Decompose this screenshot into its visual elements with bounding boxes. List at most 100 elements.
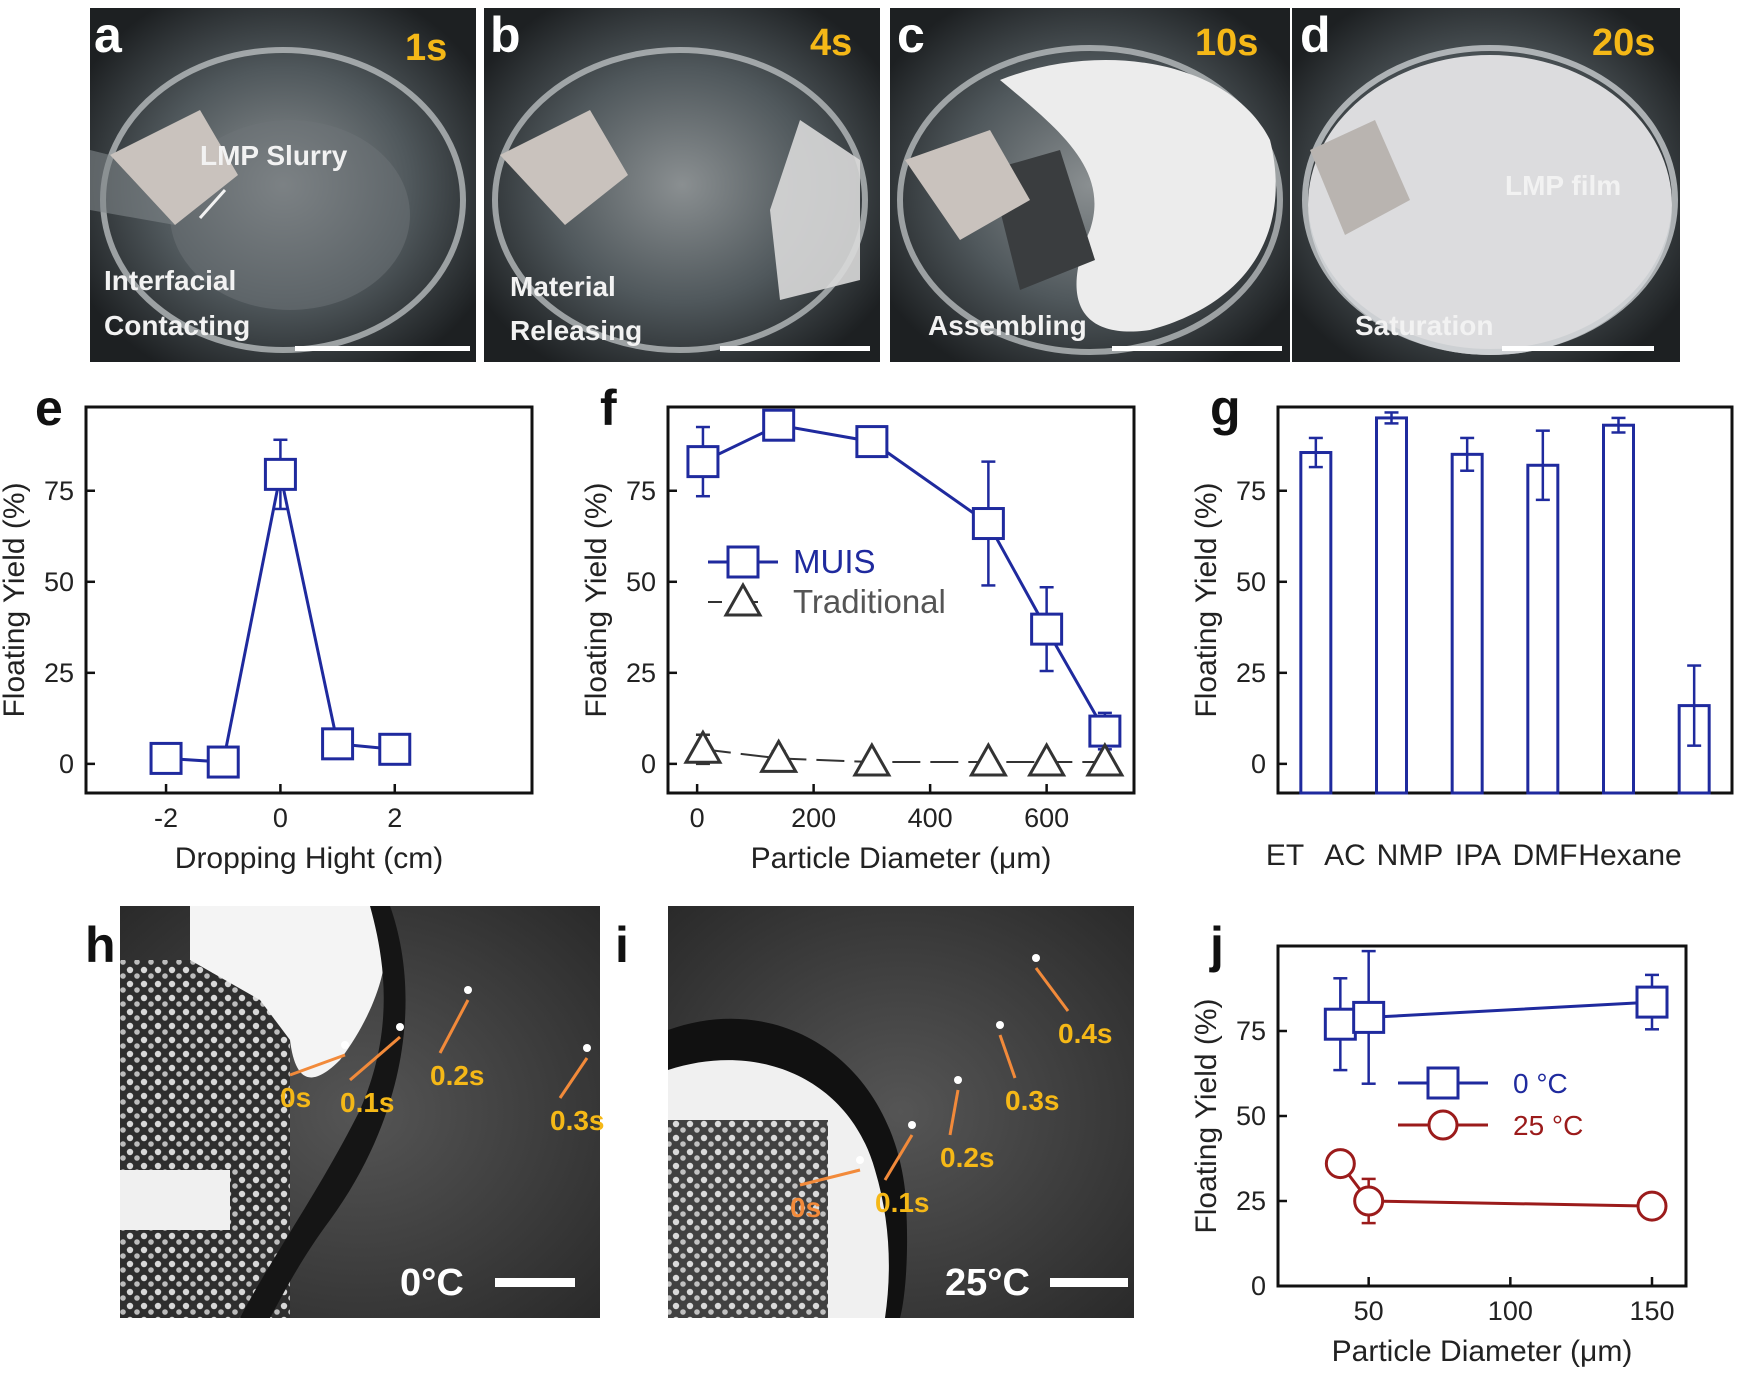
legend-label: MUIS [793, 543, 876, 580]
y-axis-label: Floating Yield (%) [1190, 482, 1223, 717]
chart-g: g 0 25 50 75 Floating Yield (%) ET AC NMP IPA DMF… [1190, 380, 1734, 872]
data-point [759, 738, 799, 773]
time-label: 0.2s [940, 1142, 995, 1173]
category-label: AC [1324, 839, 1366, 872]
y-tick-label: 50 [1236, 1101, 1266, 1131]
bar [1602, 423, 1635, 795]
scale-bar [720, 346, 870, 351]
particle-spot [464, 986, 472, 994]
photo-label: Contacting [104, 310, 250, 341]
particle-spot [908, 1121, 916, 1129]
x-tick-label: 400 [908, 803, 953, 833]
x-tick-label: 100 [1488, 1296, 1533, 1326]
bar [1526, 463, 1560, 795]
legend-label: 0 °C [1513, 1068, 1568, 1099]
time-arrow [349, 1035, 401, 1082]
data-point [1324, 1148, 1356, 1180]
time-label: 0.3s [550, 1105, 605, 1136]
panel-label-e: e [35, 380, 63, 436]
time-label: 10s [1195, 22, 1258, 64]
y-tick-label: 0 [641, 749, 656, 779]
data-point [149, 741, 183, 775]
bar [1299, 451, 1333, 795]
panel-label-b: b [490, 7, 521, 63]
bar [1450, 452, 1484, 795]
photo-panels: a 1s LMP Slurry Interfacial Contacting b… [90, 7, 1680, 362]
chart-e: e 0 25 50 75 Floating Yield (%) -2 0 2 Dropping … [0, 380, 534, 875]
temperature-label: 25°C [945, 1262, 1030, 1304]
legend-label: 25 °C [1513, 1110, 1583, 1141]
time-label: 20s [1592, 22, 1655, 64]
panel-label-d: d [1300, 7, 1331, 63]
data-point [321, 727, 355, 761]
y-tick-label: 75 [44, 476, 74, 506]
y-tick-label: 50 [1236, 567, 1266, 597]
chart-f: f 0 25 50 75 Floating Yield (%) 0 200 400 600 Par… [580, 380, 1136, 875]
data-point [968, 742, 1008, 777]
legend-marker [723, 581, 763, 617]
particle-spot [996, 1021, 1004, 1029]
saturated-film [1308, 55, 1672, 355]
scale-bar [295, 346, 470, 351]
x-axis-label: Particle Diameter (μm) [1332, 1335, 1633, 1368]
panel-label-i: i [615, 917, 629, 973]
x-tick-label: 600 [1024, 803, 1069, 833]
particle-spot [396, 1023, 404, 1031]
slurry-arrow [198, 189, 227, 219]
legend-label: Traditional [793, 583, 946, 620]
micro-i: i 25°C 0s 0.1s 0.2s 0.3s 0.4s [615, 906, 1134, 1318]
y-tick-label: 25 [626, 658, 656, 688]
x-tick-label: 50 [1354, 1296, 1384, 1326]
x-axis-label: Dropping Hight (cm) [175, 842, 443, 875]
legend-marker [1426, 1066, 1460, 1100]
y-axis-label: Floating Yield (%) [1190, 998, 1223, 1233]
x-tick-label: 0 [690, 803, 705, 833]
category-label: DMF [1513, 839, 1578, 872]
y-axis-label: Floating Yield (%) [0, 482, 31, 717]
time-arrow [883, 1134, 914, 1181]
photo-label: Releasing [510, 315, 642, 346]
time-label: 0.2s [430, 1060, 485, 1091]
y-tick-label: 0 [1251, 1271, 1266, 1301]
plot-frame [1276, 405, 1734, 795]
slurry-slide [110, 110, 238, 225]
y-tick-label: 75 [626, 476, 656, 506]
x-tick-label: 2 [387, 803, 402, 833]
y-tick-label: 0 [59, 749, 74, 779]
data-point [855, 425, 889, 459]
data-point [1323, 1007, 1357, 1041]
panel-label-a: a [94, 7, 123, 63]
data-point [1030, 612, 1064, 646]
panel-label-c: c [897, 7, 925, 63]
y-tick-label: 25 [1236, 1186, 1266, 1216]
data-point [686, 445, 720, 479]
scale-bar [1502, 346, 1654, 351]
data-point [1353, 1185, 1385, 1217]
y-tick-label: 25 [1236, 658, 1266, 688]
assembled-film [1000, 60, 1276, 332]
time-arrow [998, 1034, 1017, 1079]
time-label: 0s [280, 1082, 311, 1113]
series-line [1339, 1162, 1653, 1208]
time-arrow [558, 1057, 589, 1099]
data-point [263, 457, 297, 491]
data-point [971, 507, 1005, 541]
data-point [1635, 985, 1669, 1019]
time-arrow [438, 999, 470, 1054]
photo-label: Interfacial [104, 265, 236, 296]
time-label: 4s [810, 22, 852, 64]
time-arrow [948, 1089, 960, 1136]
category-label: IPA [1455, 839, 1501, 872]
bar [1375, 416, 1408, 795]
chart-j: j 0 25 50 75 Floating Yield (%) 50 100 150 Parti… [1190, 917, 1688, 1368]
time-label: 0.1s [875, 1187, 930, 1218]
y-tick-label: 25 [44, 658, 74, 688]
panel-label-f: f [600, 380, 617, 436]
category-label: NMP [1377, 839, 1444, 872]
series-line [702, 423, 1107, 732]
time-label: 0.3s [1005, 1085, 1060, 1116]
particle-spot [583, 1044, 591, 1052]
photo-label: Material [510, 271, 616, 302]
time-label: 0.4s [1058, 1018, 1113, 1049]
